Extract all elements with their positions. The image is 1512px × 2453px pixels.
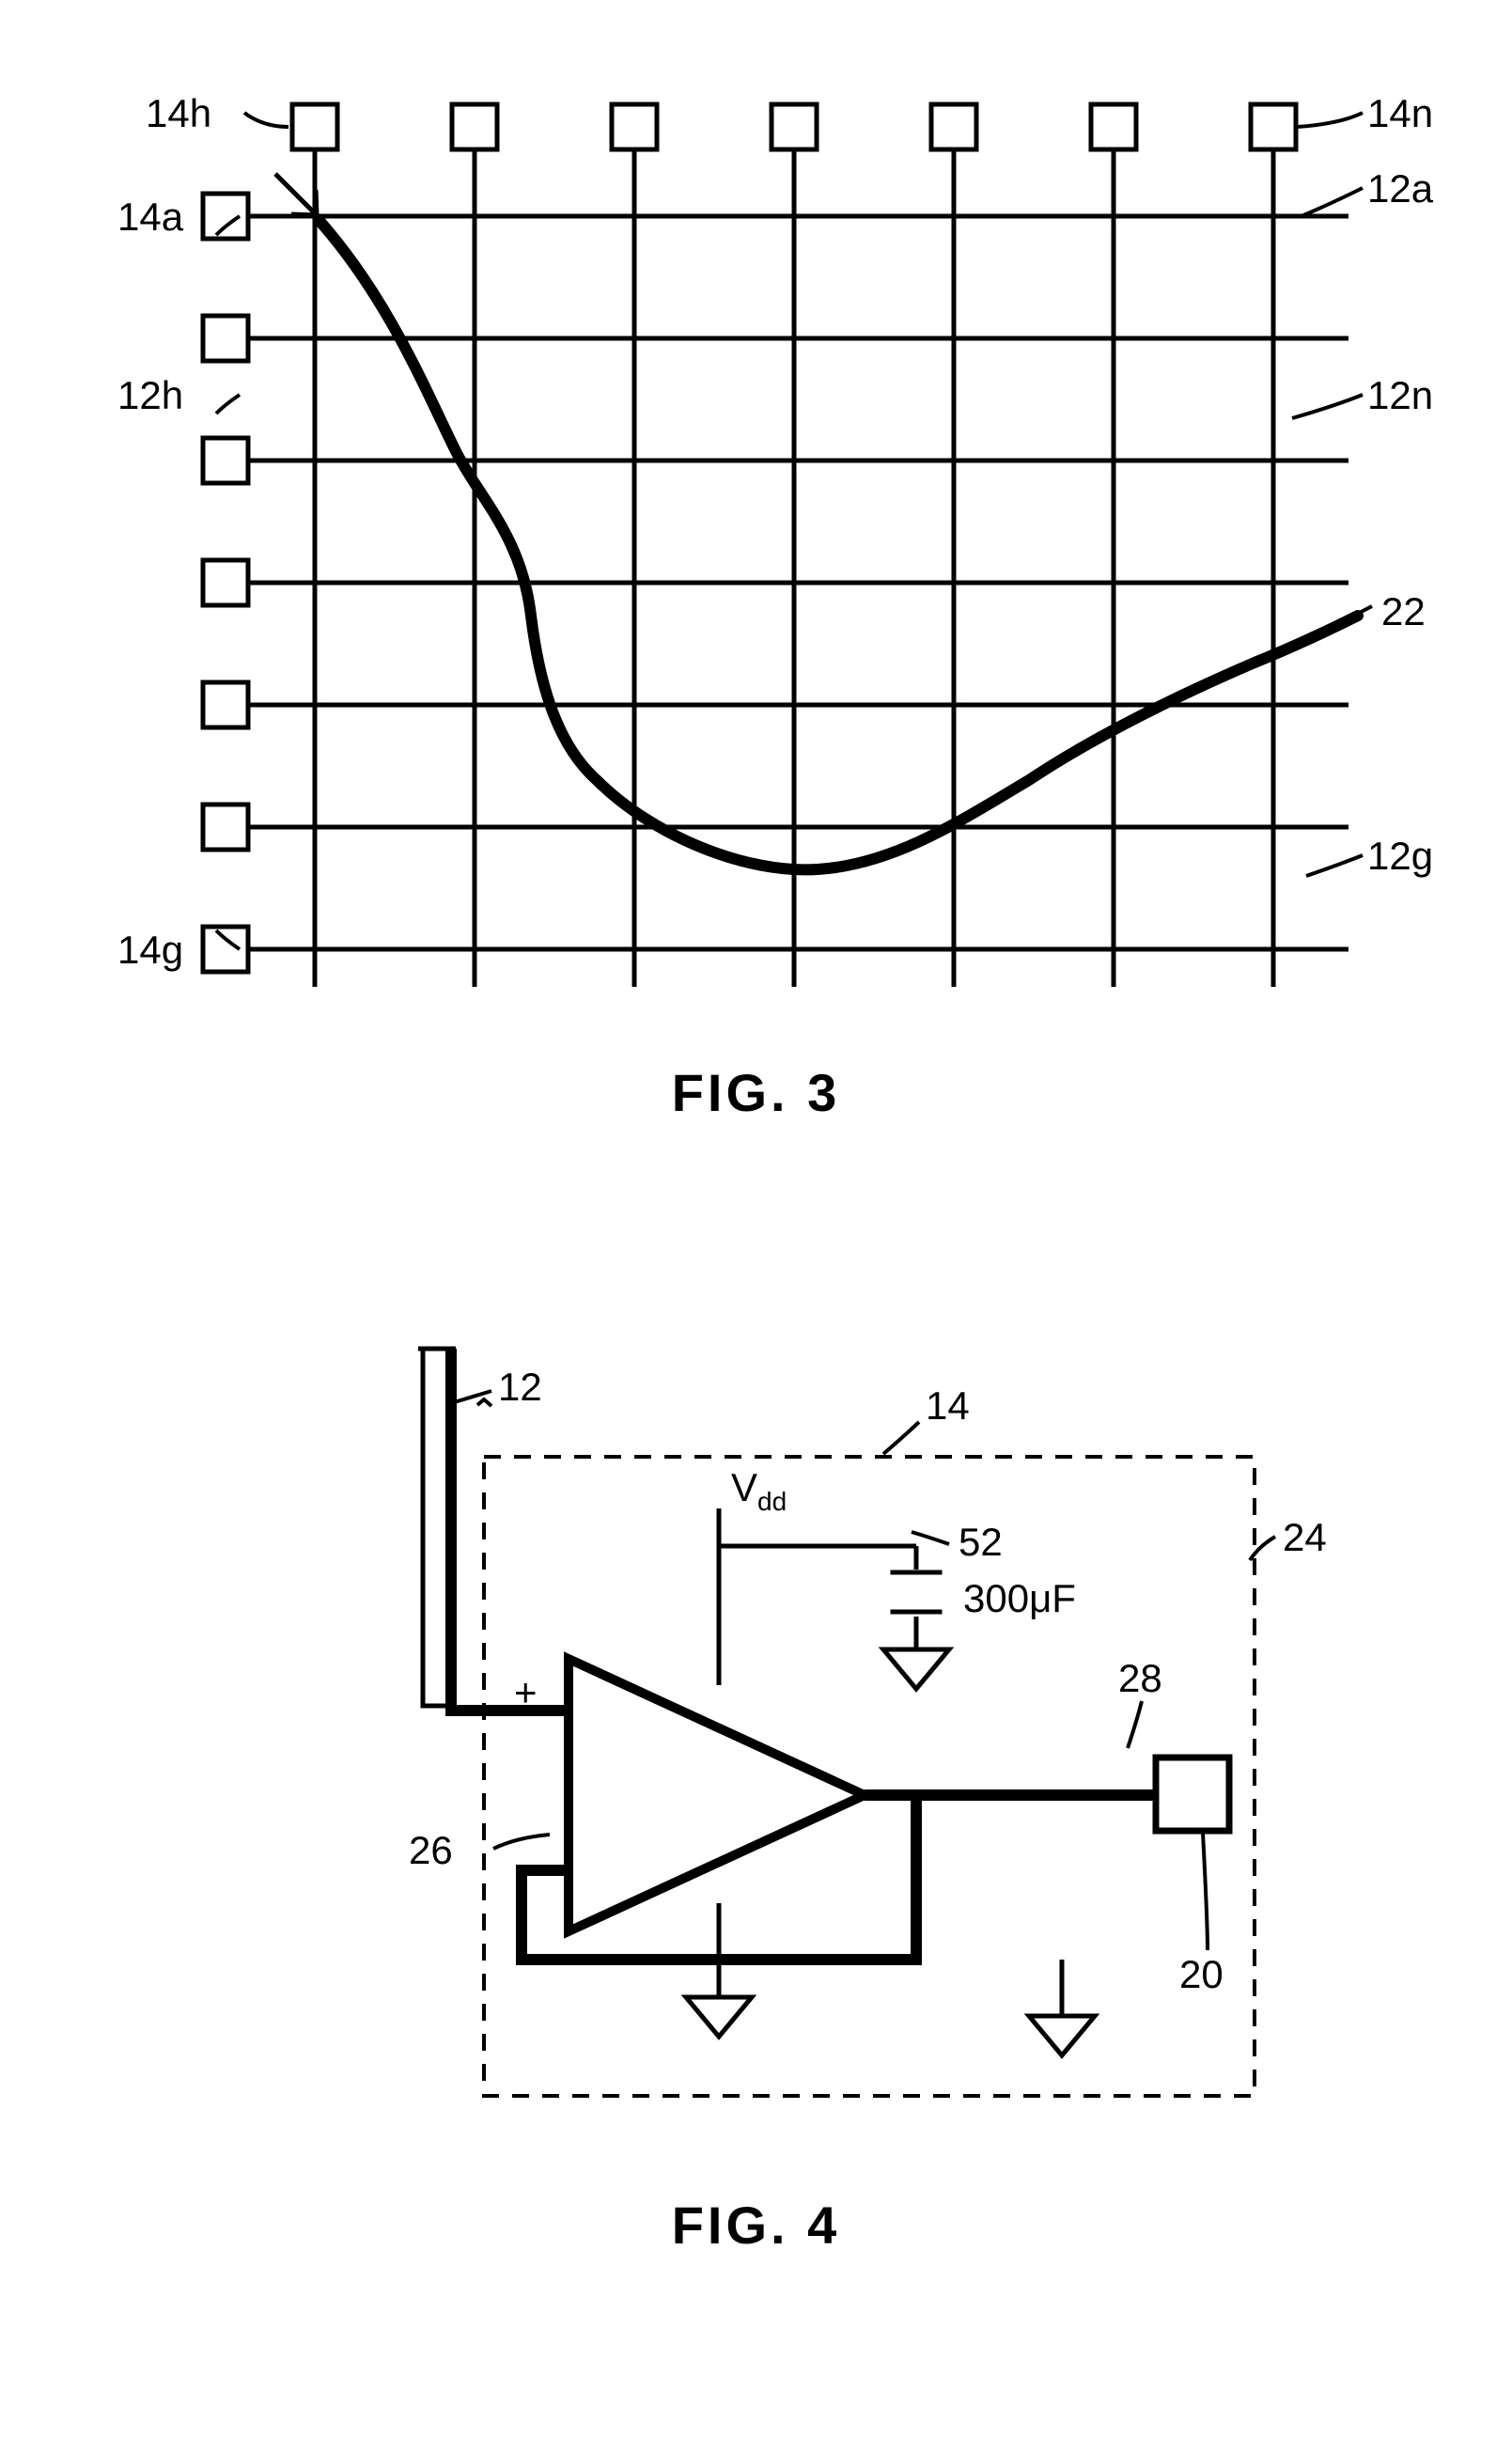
figure-3-caption: FIG. 3 bbox=[52, 1062, 1461, 1123]
capacitor bbox=[890, 1572, 942, 1612]
label-14n: 14n bbox=[1367, 91, 1433, 135]
label-14: 14 bbox=[926, 1383, 970, 1428]
label-20: 20 bbox=[1179, 1952, 1224, 1996]
label-12n: 12n bbox=[1367, 373, 1433, 417]
label-28: 28 bbox=[1118, 1656, 1162, 1700]
label-26: 26 bbox=[409, 1828, 453, 1872]
input-arrow bbox=[275, 174, 317, 215]
grid-pads bbox=[203, 104, 1296, 972]
thick-wires bbox=[451, 1349, 1156, 1960]
figure-3-svg: 14h 14n 14a 12a 12h 12n 22 12g 14g bbox=[52, 38, 1461, 1034]
label-cap-value: 300μF bbox=[963, 1576, 1076, 1620]
output-pad bbox=[1156, 1758, 1229, 1831]
label-14a: 14a bbox=[117, 195, 184, 239]
figure-3-container: 14h 14n 14a 12a 12h 12n 22 12g 14g FIG. … bbox=[52, 38, 1461, 1123]
label-12h: 12h bbox=[117, 373, 183, 417]
label-24: 24 bbox=[1283, 1515, 1327, 1559]
label-22: 22 bbox=[1381, 589, 1426, 633]
label-14g: 14g bbox=[117, 928, 183, 972]
label-52: 52 bbox=[959, 1520, 1003, 1564]
label-vdd: Vdd bbox=[731, 1465, 787, 1516]
label-12a: 12a bbox=[1367, 166, 1434, 211]
figure-4-caption: FIG. 4 bbox=[122, 2195, 1391, 2256]
label-plus: + bbox=[514, 1670, 538, 1714]
label-12: 12 bbox=[498, 1365, 542, 1409]
figure-4-svg: 12 14 Vdd 52 300μF 24 28 26 20 + bbox=[122, 1180, 1391, 2166]
label-14h: 14h bbox=[146, 91, 211, 135]
label-12g: 12g bbox=[1367, 834, 1433, 878]
figure-4-container: 12 14 Vdd 52 300μF 24 28 26 20 + FIG. 4 bbox=[122, 1180, 1391, 2256]
opamp-triangle bbox=[569, 1659, 865, 1931]
